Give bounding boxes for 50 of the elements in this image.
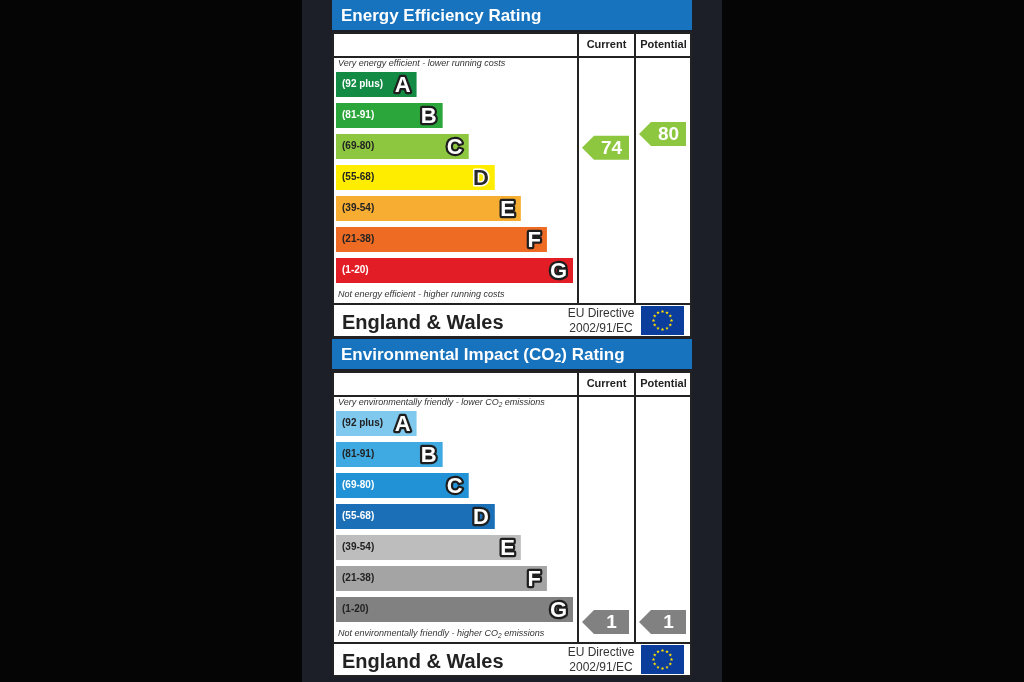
y-tick-label: A <box>394 410 411 436</box>
chart-title: Energy Efficiency Rating <box>341 6 542 25</box>
text: Very environmentally friendly - lower CO$_{2}$ emissions <box>338 397 545 408</box>
text: Potential <box>640 377 687 390</box>
y2-tick-label: (1-20) <box>342 264 369 276</box>
text: Current <box>586 377 627 390</box>
y2-tick-label: (39-54) <box>342 202 375 214</box>
text: Very energy efficient - lower running costs <box>338 58 506 69</box>
text: Potential <box>640 38 687 51</box>
y-tick-label: F <box>527 565 541 591</box>
text: Not energy efficient - higher running costs <box>338 289 505 300</box>
bar <box>336 596 573 623</box>
y2-tick-label: (55-68) <box>342 510 375 522</box>
y-tick-label: D <box>472 164 489 190</box>
y-tick-label: E <box>500 534 515 560</box>
text: England & Wales <box>342 650 504 672</box>
bar <box>336 565 547 592</box>
y2-tick-label: (69-80) <box>342 479 375 491</box>
text: 80 <box>657 123 680 145</box>
y-tick-label: B <box>420 102 437 128</box>
y-tick-label: C <box>446 472 463 498</box>
chart-title: Environmental Impact (CO$_{2}$) Rating <box>341 345 625 365</box>
text: Current <box>586 38 627 51</box>
y2-tick-label: (21-38) <box>342 233 375 245</box>
text: England & Wales <box>342 311 504 333</box>
y2-tick-label: (81-91) <box>342 109 375 121</box>
bar <box>336 226 547 253</box>
y-tick-label: G <box>549 596 567 622</box>
text: 74 <box>600 136 623 158</box>
y-tick-label: C <box>446 133 463 159</box>
y-tick-label: D <box>472 503 489 529</box>
y-tick-label: E <box>500 195 515 221</box>
text: 1 <box>663 611 675 633</box>
y-tick-label: A <box>394 71 411 97</box>
y-tick-label: G <box>549 257 567 283</box>
y2-tick-label: (1-20) <box>342 603 369 615</box>
y-tick-label: B <box>420 441 437 467</box>
y2-tick-label: (39-54) <box>342 541 375 553</box>
y2-tick-label: (21-38) <box>342 572 375 584</box>
bar <box>336 257 573 284</box>
y2-tick-label: (55-68) <box>342 171 375 183</box>
y-tick-label: F <box>527 226 541 252</box>
y2-tick-label: (81-91) <box>342 448 375 460</box>
y2-tick-label: (69-80) <box>342 140 375 152</box>
text: EU Directive 2002/91/EC <box>566 645 636 675</box>
text: EU Directive 2002/91/EC <box>566 306 636 336</box>
text: 1 <box>606 611 618 633</box>
y2-tick-label: (92 plus) <box>342 78 384 90</box>
y2-tick-label: (92 plus) <box>342 417 384 429</box>
text: Not environmentally friendly - higher CO$_{2}$ emissions <box>338 628 545 639</box>
